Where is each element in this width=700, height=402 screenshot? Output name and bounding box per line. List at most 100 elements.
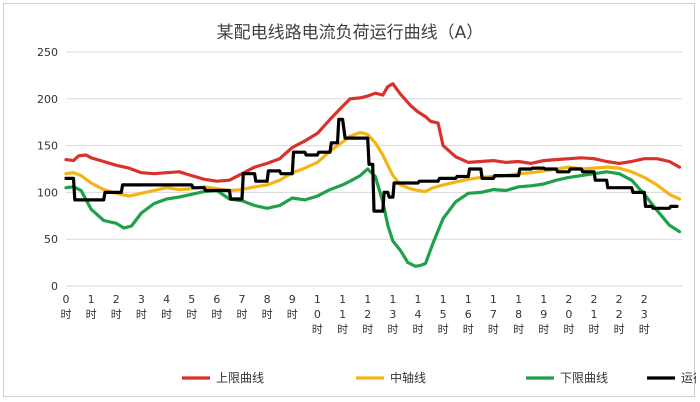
x-tick-label-21: 2 1 时	[589, 293, 600, 336]
x-tick-label-0: 0时	[61, 293, 72, 321]
x-axis: 0时1时2时3时4时5时6时7时8时9时10时11时12时13时14时15时16…	[61, 293, 650, 336]
x-tick-label-11: 1 1 时	[337, 293, 348, 336]
x-tick-char: 8	[264, 293, 271, 306]
series-lines	[64, 82, 682, 268]
x-tick-char: 9	[540, 308, 547, 321]
x-tick-char: 1	[88, 293, 95, 306]
legend-item-2: 下限曲线	[526, 371, 608, 385]
x-tick-char: 时	[538, 323, 549, 336]
x-tick-char: 7	[490, 308, 497, 321]
x-tick-char: 1	[339, 308, 346, 321]
x-tick-char: 1	[591, 308, 598, 321]
x-tick-label-2: 2时	[111, 293, 122, 321]
legend-item-3: 运行数据	[647, 370, 696, 385]
legend-label: 上限曲线	[216, 371, 264, 385]
x-tick-label-10: 1 0 时	[312, 293, 323, 336]
x-tick-char: 8	[515, 308, 522, 321]
x-tick-label-3: 3时	[136, 293, 147, 321]
x-tick-char: 2	[364, 308, 371, 321]
x-tick-label-17: 1 7 时	[488, 293, 499, 336]
x-tick-char: 6	[213, 293, 220, 306]
x-tick-char: 时	[237, 308, 248, 321]
chart-title: 某配电线路电流负荷运行曲线（A）	[217, 23, 484, 43]
x-tick-char: 时	[262, 308, 273, 321]
series-line-2	[64, 167, 682, 268]
x-tick-char: 时	[387, 323, 398, 336]
series-line-3	[64, 117, 679, 213]
x-tick-char: 时	[186, 308, 197, 321]
y-tick-label: 150	[37, 140, 58, 153]
y-tick-label: 0	[51, 280, 58, 293]
x-tick-char: 时	[362, 323, 373, 336]
x-tick-char: 时	[563, 323, 574, 336]
x-tick-char: 0	[314, 308, 321, 321]
x-tick-char: 1	[314, 293, 321, 306]
x-tick-char: 2	[113, 293, 120, 306]
x-tick-label-14: 1 4 时	[413, 293, 424, 336]
x-tick-char: 时	[463, 323, 474, 336]
x-tick-label-16: 1 6 时	[463, 293, 474, 336]
x-tick-label-18: 1 8 时	[513, 293, 524, 336]
y-tick-label: 100	[37, 186, 58, 199]
x-tick-char: 5	[188, 293, 195, 306]
x-tick-char: 时	[614, 323, 625, 336]
x-tick-char: 9	[289, 293, 296, 306]
x-tick-label-23: 2 3 时	[639, 293, 650, 336]
legend: 上限曲线 中轴线 下限曲线 运行数据	[182, 370, 696, 385]
x-tick-label-13: 1 3 时	[387, 293, 398, 336]
x-tick-label-8: 8时	[262, 293, 273, 321]
legend-label: 下限曲线	[560, 371, 608, 385]
x-tick-char: 1	[440, 293, 447, 306]
x-tick-char: 2	[641, 293, 648, 306]
x-tick-char: 时	[589, 323, 600, 336]
x-tick-char: 1	[364, 293, 371, 306]
x-tick-char: 1	[490, 293, 497, 306]
x-tick-label-22: 2 2 时	[614, 293, 625, 336]
x-tick-label-15: 1 5 时	[438, 293, 449, 336]
x-tick-char: 时	[639, 323, 650, 336]
x-tick-char: 7	[239, 293, 246, 306]
x-tick-label-19: 1 9 时	[538, 293, 549, 336]
x-tick-char: 时	[513, 323, 524, 336]
x-tick-char: 2	[591, 293, 598, 306]
x-tick-label-6: 6时	[211, 293, 222, 321]
x-tick-char: 2	[616, 308, 623, 321]
x-tick-char: 时	[136, 308, 147, 321]
x-tick-label-7: 7时	[237, 293, 248, 321]
x-tick-char: 4	[163, 293, 170, 306]
y-axis: 0 50 100 150 200 250	[37, 46, 58, 293]
x-tick-char: 1	[465, 293, 472, 306]
x-tick-char: 时	[161, 308, 172, 321]
x-tick-char: 1	[389, 293, 396, 306]
x-tick-char: 1	[540, 293, 547, 306]
x-tick-label-9: 9时	[287, 293, 298, 321]
series-line-0	[64, 82, 682, 183]
x-tick-char: 6	[465, 308, 472, 321]
x-tick-char: 时	[61, 308, 72, 321]
x-tick-char: 时	[413, 323, 424, 336]
legend-label: 中轴线	[390, 370, 426, 385]
legend-label: 运行数据	[681, 370, 696, 385]
x-tick-label-20: 2 0 时	[563, 293, 574, 336]
x-tick-label-12: 1 2 时	[362, 293, 373, 336]
x-tick-char: 时	[287, 308, 298, 321]
x-tick-label-4: 4时	[161, 293, 172, 321]
x-tick-char: 0	[565, 308, 572, 321]
x-tick-char: 1	[415, 293, 422, 306]
x-tick-char: 时	[211, 308, 222, 321]
x-tick-char: 时	[438, 323, 449, 336]
legend-item-1: 中轴线	[356, 370, 426, 385]
y-tick-label: 200	[37, 93, 58, 106]
x-tick-char: 3	[138, 293, 145, 306]
x-tick-char: 时	[86, 308, 97, 321]
x-tick-char: 5	[440, 308, 447, 321]
x-tick-char: 1	[515, 293, 522, 306]
x-tick-label-1: 1时	[86, 293, 97, 321]
legend-item-0: 上限曲线	[182, 371, 264, 385]
x-tick-char: 时	[337, 323, 348, 336]
x-tick-char: 3	[641, 308, 648, 321]
x-tick-char: 2	[565, 293, 572, 306]
x-tick-char: 时	[111, 308, 122, 321]
x-tick-char: 0	[63, 293, 70, 306]
